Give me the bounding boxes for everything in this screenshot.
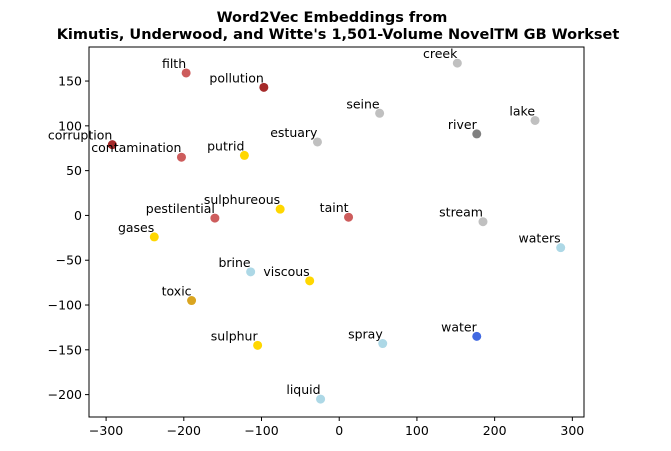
x-tick-label: 0 xyxy=(335,423,343,438)
y-axis: 150 100 50 0 −50 −100 −150 −200 xyxy=(48,74,89,402)
point-label-spray: spray xyxy=(348,327,383,342)
point-label-creek: creek xyxy=(423,46,458,61)
data-point-waters xyxy=(556,243,566,253)
data-point-sulphureous xyxy=(275,204,285,214)
point-label-sulphureous: sulphureous xyxy=(204,192,280,207)
point-labels: filth pollution creek seine lake river estuary… xyxy=(48,46,561,397)
chart-title-line-1: Word2Vec Embeddings from xyxy=(217,10,448,26)
data-point-pollution xyxy=(259,82,269,92)
y-tick-label: −50 xyxy=(56,253,82,268)
y-tick-label: −150 xyxy=(48,342,82,357)
y-tick-label: 50 xyxy=(66,163,82,178)
point-label-filth: filth xyxy=(162,56,186,71)
point-label-gases: gases xyxy=(118,220,154,235)
data-point-corruption xyxy=(107,140,117,150)
data-point-lake xyxy=(530,115,540,125)
chart-title-line-2: Kimutis, Underwood, and Witte's 1,501-Vo… xyxy=(57,27,620,43)
point-label-toxic: toxic xyxy=(162,284,192,299)
data-point-putrid xyxy=(239,150,249,160)
point-label-pestilential: pestilential xyxy=(146,201,215,216)
x-tick-label: 200 xyxy=(483,423,507,438)
x-tick-label: −300 xyxy=(89,423,123,438)
point-label-waters: waters xyxy=(519,231,561,246)
y-tick-label: 150 xyxy=(58,74,82,89)
point-label-lake: lake xyxy=(509,103,535,118)
x-tick-label: 100 xyxy=(405,423,429,438)
plot-area-frame xyxy=(88,46,585,418)
point-label-stream: stream xyxy=(439,205,483,220)
x-tick-label: −100 xyxy=(244,423,278,438)
point-label-estuary: estuary xyxy=(270,125,318,140)
data-point-spray xyxy=(378,339,388,349)
y-tick-label: −100 xyxy=(48,298,82,313)
data-points xyxy=(107,58,566,404)
x-axis: −300 −200 −100 0 100 200 300 xyxy=(89,417,584,438)
point-label-taint: taint xyxy=(320,200,349,215)
data-point-sulphur xyxy=(253,340,263,350)
data-point-toxic xyxy=(187,296,197,306)
data-point-gases xyxy=(149,232,159,242)
data-point-stream xyxy=(478,217,488,227)
data-point-river xyxy=(472,129,482,139)
data-point-liquid xyxy=(316,394,326,404)
data-point-taint xyxy=(344,212,354,222)
point-label-brine: brine xyxy=(218,255,250,270)
data-point-estuary xyxy=(312,137,322,147)
point-label-contamination: contamination xyxy=(91,140,181,155)
data-point-seine xyxy=(375,108,385,118)
point-label-liquid: liquid xyxy=(286,382,320,397)
y-tick-label: 100 xyxy=(58,118,82,133)
point-label-putrid: putrid xyxy=(207,138,244,153)
point-label-river: river xyxy=(448,117,478,132)
data-point-pestilential xyxy=(210,213,220,223)
point-label-corruption: corruption xyxy=(48,128,112,143)
x-tick-label: 300 xyxy=(560,423,584,438)
point-label-sulphur: sulphur xyxy=(211,328,259,343)
data-point-filth xyxy=(181,68,191,78)
y-tick-label: 0 xyxy=(74,208,82,223)
point-label-seine: seine xyxy=(346,96,380,111)
point-label-pollution: pollution xyxy=(209,70,263,85)
x-tick-label: −200 xyxy=(167,423,201,438)
y-tick-label: −200 xyxy=(48,387,82,402)
data-point-contamination xyxy=(176,152,186,162)
point-label-viscous: viscous xyxy=(263,264,309,279)
data-point-creek xyxy=(452,58,462,68)
data-point-brine xyxy=(246,267,256,277)
point-label-water: water xyxy=(441,319,477,334)
data-point-viscous xyxy=(305,276,315,286)
data-point-water xyxy=(472,331,482,341)
